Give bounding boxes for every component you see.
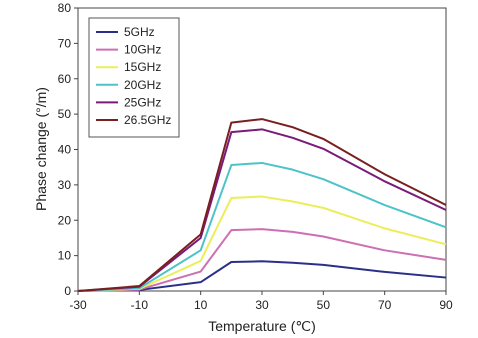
x-axis-title: Temperature (℃) bbox=[208, 318, 316, 334]
y-tick-label: 70 bbox=[58, 36, 72, 50]
legend-box bbox=[88, 17, 180, 138]
series-lines bbox=[77, 118, 447, 292]
series-line-25ghz bbox=[77, 128, 447, 292]
x-tick-label: -10 bbox=[131, 298, 149, 312]
y-tick-label: 80 bbox=[58, 1, 72, 15]
series-line-15ghz bbox=[77, 195, 447, 292]
y-axis-title: Phase change (°/m) bbox=[33, 87, 49, 211]
y-tick-label: 60 bbox=[58, 72, 72, 86]
y-tick-label: 40 bbox=[58, 143, 72, 157]
legend-label: 25GHz bbox=[124, 95, 161, 109]
y-axis-ticks: 0 10 20 30 40 50 60 70 80 bbox=[58, 1, 78, 298]
x-tick-label: 10 bbox=[194, 298, 208, 312]
series-line-26-5ghz bbox=[77, 118, 447, 292]
legend-label: 5GHz bbox=[124, 25, 155, 39]
series-line-5ghz bbox=[77, 260, 447, 292]
legend-label: 15GHz bbox=[124, 60, 161, 74]
series-line-20ghz bbox=[77, 161, 447, 292]
series-line-10ghz bbox=[77, 228, 447, 292]
x-tick-label: 30 bbox=[255, 298, 269, 312]
y-tick-label: 50 bbox=[58, 107, 72, 121]
y-tick-label: 20 bbox=[58, 213, 72, 227]
legend: 5GHz 10GHz 15GHz 20GHz 25GHz 26.5GHz bbox=[88, 17, 180, 138]
legend-label: 20GHz bbox=[124, 78, 161, 92]
y-tick-label: 10 bbox=[58, 249, 72, 263]
legend-label: 26.5GHz bbox=[124, 113, 171, 127]
y-tick-label: 30 bbox=[58, 178, 72, 192]
x-tick-label: -30 bbox=[69, 298, 87, 312]
x-tick-label: 70 bbox=[378, 298, 392, 312]
x-tick-label: 90 bbox=[439, 298, 453, 312]
x-tick-label: 50 bbox=[317, 298, 331, 312]
y-tick-label: 0 bbox=[64, 284, 71, 298]
legend-label: 10GHz bbox=[124, 43, 161, 57]
x-axis-ticks: -30 -10 10 30 50 70 90 bbox=[69, 291, 453, 312]
